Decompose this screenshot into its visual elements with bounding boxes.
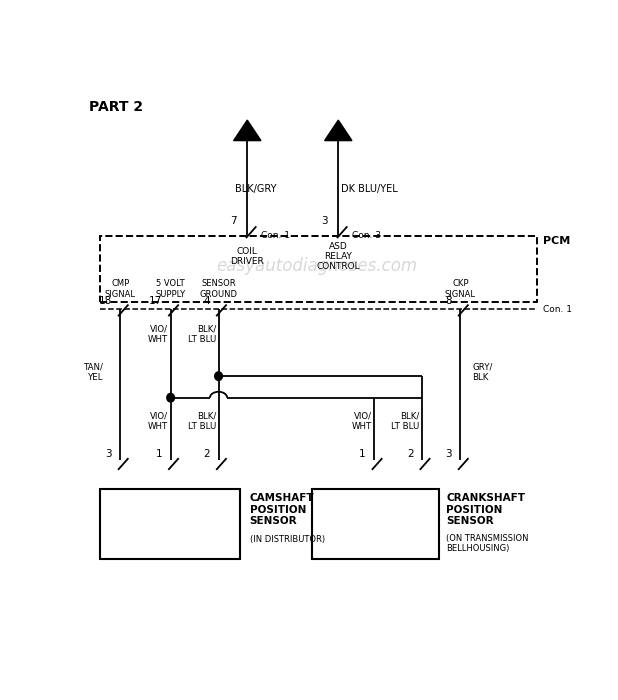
Text: CKP
SIGNAL: CKP SIGNAL bbox=[445, 279, 476, 298]
Text: COIL
DRIVER: COIL DRIVER bbox=[231, 247, 264, 266]
Text: 3: 3 bbox=[445, 449, 452, 459]
Text: easyautodiagnoses.com: easyautodiagnoses.com bbox=[216, 257, 417, 275]
Polygon shape bbox=[324, 120, 352, 141]
Text: BLK/GRY: BLK/GRY bbox=[235, 184, 277, 194]
Text: VIO/
WHT: VIO/ WHT bbox=[148, 325, 168, 344]
Text: A: A bbox=[242, 126, 253, 140]
Text: GRY/
BLK: GRY/ BLK bbox=[472, 363, 493, 382]
Text: 8: 8 bbox=[445, 296, 452, 306]
Text: 17: 17 bbox=[149, 296, 162, 306]
Text: BLK/
LT BLU: BLK/ LT BLU bbox=[188, 411, 216, 430]
Text: SENSOR
GROUND: SENSOR GROUND bbox=[200, 279, 237, 298]
Text: 7: 7 bbox=[230, 216, 237, 226]
Text: 2: 2 bbox=[203, 449, 210, 459]
Text: PART 2: PART 2 bbox=[89, 100, 143, 114]
Text: Con. 1: Con. 1 bbox=[261, 232, 290, 241]
Text: TAN/
YEL: TAN/ YEL bbox=[83, 363, 104, 382]
Text: 5 VOLT
SUPPLY: 5 VOLT SUPPLY bbox=[156, 279, 185, 298]
Text: (ON TRANSMISSION
BELLHOUSING): (ON TRANSMISSION BELLHOUSING) bbox=[446, 533, 528, 553]
Text: 3: 3 bbox=[321, 216, 328, 226]
Text: CAMSHAFT
POSITION
SENSOR: CAMSHAFT POSITION SENSOR bbox=[250, 494, 315, 526]
Text: (IN DISTRIBUTOR): (IN DISTRIBUTOR) bbox=[250, 535, 325, 544]
Circle shape bbox=[214, 372, 222, 381]
Text: Con. 1: Con. 1 bbox=[543, 304, 572, 314]
Text: 2: 2 bbox=[407, 449, 413, 459]
Text: BLK/
LT BLU: BLK/ LT BLU bbox=[188, 325, 216, 344]
Text: 1: 1 bbox=[155, 449, 162, 459]
FancyBboxPatch shape bbox=[312, 489, 439, 559]
Text: DK BLU/YEL: DK BLU/YEL bbox=[341, 184, 397, 194]
FancyBboxPatch shape bbox=[100, 489, 240, 559]
Circle shape bbox=[167, 393, 174, 402]
Text: 4: 4 bbox=[203, 296, 210, 306]
Text: VIO/
WHT: VIO/ WHT bbox=[352, 411, 372, 430]
Text: B: B bbox=[333, 126, 344, 140]
Text: VIO/
WHT: VIO/ WHT bbox=[148, 411, 168, 430]
Text: PCM: PCM bbox=[543, 236, 570, 246]
Polygon shape bbox=[234, 120, 261, 141]
Text: 3: 3 bbox=[105, 449, 112, 459]
Text: CMP
SIGNAL: CMP SIGNAL bbox=[105, 279, 136, 298]
Text: 18: 18 bbox=[98, 296, 112, 306]
Text: CRANKSHAFT
POSITION
SENSOR: CRANKSHAFT POSITION SENSOR bbox=[446, 494, 525, 526]
Text: BLK/
LT BLU: BLK/ LT BLU bbox=[391, 411, 420, 430]
Text: Con. 3: Con. 3 bbox=[352, 232, 381, 241]
Text: ASD
RELAY
CONTROL: ASD RELAY CONTROL bbox=[316, 241, 360, 272]
Text: 1: 1 bbox=[359, 449, 366, 459]
